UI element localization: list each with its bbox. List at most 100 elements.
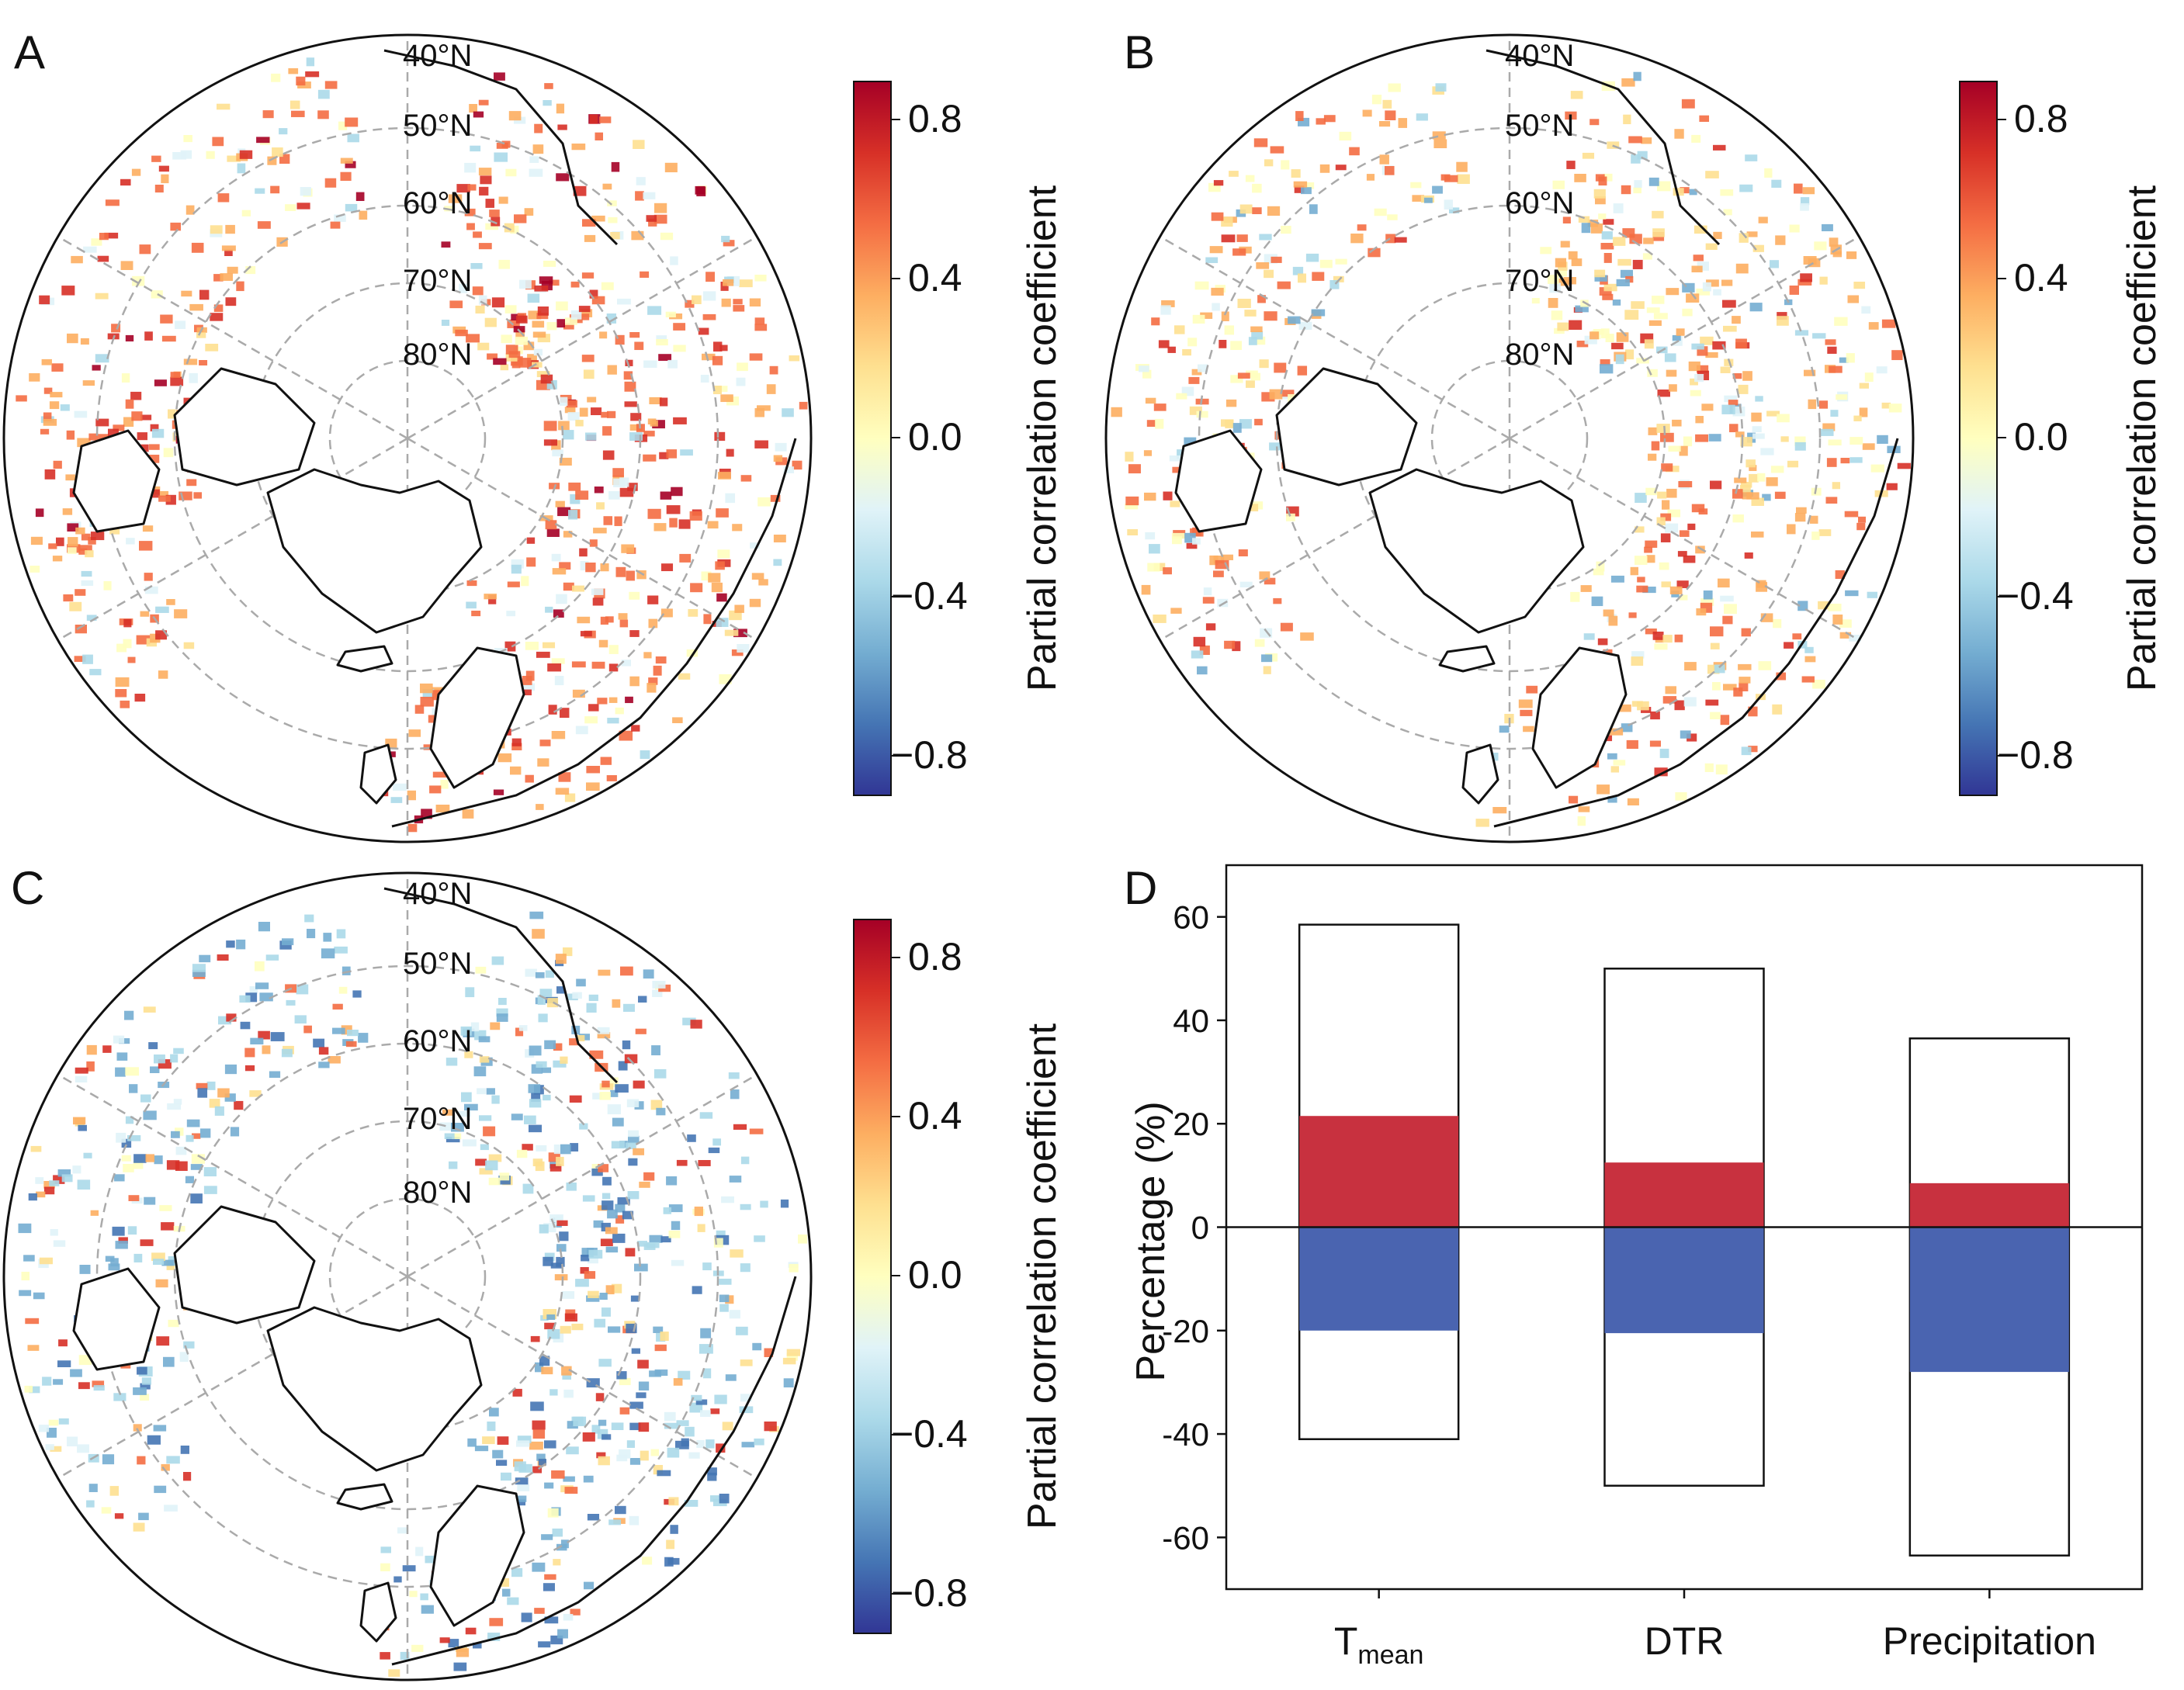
correlation-cell <box>1789 286 1800 295</box>
correlation-cell <box>602 450 615 460</box>
correlation-cell <box>556 1156 564 1166</box>
correlation-cell <box>49 401 60 410</box>
correlation-cell <box>707 1467 717 1476</box>
correlation-cell <box>1652 228 1665 237</box>
correlation-cell <box>262 110 274 119</box>
correlation-cell <box>692 1286 702 1294</box>
correlation-cell <box>1700 598 1714 606</box>
correlation-cell <box>667 359 678 369</box>
correlation-cell <box>1626 739 1638 750</box>
correlation-cell <box>535 1362 544 1373</box>
correlation-cell <box>185 205 195 215</box>
correlation-cell <box>114 1174 125 1182</box>
correlation-cell <box>112 1226 125 1236</box>
correlation-cell <box>109 1486 119 1496</box>
map-boundary <box>2 871 813 1681</box>
correlation-cell <box>166 599 175 605</box>
correlation-cell <box>1293 181 1308 188</box>
correlation-cell <box>723 279 734 286</box>
correlation-cell <box>455 329 468 337</box>
correlation-cell <box>556 1543 567 1551</box>
correlation-cell <box>525 642 539 650</box>
correlation-cell <box>120 178 131 186</box>
correlation-cell <box>109 525 120 535</box>
correlation-cell <box>1666 369 1677 377</box>
correlation-cell <box>1752 433 1765 439</box>
correlation-cell <box>1576 341 1589 348</box>
correlation-cell <box>619 1407 630 1415</box>
correlation-cell <box>638 996 647 1003</box>
correlation-cell <box>1297 365 1308 376</box>
correlation-cell <box>1724 604 1737 615</box>
correlation-cell <box>649 1370 661 1377</box>
correlation-cell <box>1628 136 1642 144</box>
correlation-cell <box>655 656 667 664</box>
correlation-cell <box>1622 228 1635 238</box>
correlation-cell <box>600 757 612 765</box>
correlation-cell <box>1797 601 1808 611</box>
correlation-cell <box>281 1048 293 1058</box>
correlation-cell <box>1739 682 1749 691</box>
correlation-cell <box>300 187 311 196</box>
correlation-cell <box>492 1449 504 1459</box>
correlation-cell <box>425 1555 435 1564</box>
correlation-cell <box>593 528 607 534</box>
correlation-cell <box>589 289 598 299</box>
landmass-outline <box>429 646 525 789</box>
correlation-cell <box>728 1072 740 1079</box>
correlation-cell <box>680 449 693 456</box>
correlation-cell <box>1250 326 1263 333</box>
correlation-cell <box>1648 177 1659 186</box>
correlation-cell <box>652 989 663 997</box>
correlation-cell <box>626 570 635 581</box>
correlation-cell <box>133 1253 143 1262</box>
lat-label-70: 70°N <box>403 1102 472 1136</box>
landmass-outline <box>266 1306 483 1472</box>
correlation-cell <box>754 408 764 417</box>
correlation-cell <box>1568 251 1578 260</box>
correlation-cell <box>773 455 783 462</box>
correlation-cell <box>598 639 608 648</box>
correlation-cell <box>475 1158 487 1166</box>
correlation-cell <box>1339 131 1352 141</box>
correlation-cell <box>691 1394 702 1401</box>
correlation-cell <box>1621 185 1631 195</box>
correlation-cell <box>1232 248 1246 256</box>
correlation-cell <box>649 397 662 405</box>
correlation-cell <box>516 1149 528 1158</box>
correlation-cell <box>713 1238 723 1248</box>
correlation-cell <box>456 184 470 193</box>
correlation-cell <box>555 954 567 964</box>
category-label-dtr: DTR <box>1645 1619 1725 1663</box>
correlation-cell <box>1603 173 1613 182</box>
correlation-cell <box>1774 491 1786 499</box>
correlation-cell <box>1771 179 1782 188</box>
correlation-cell <box>400 1651 410 1661</box>
correlation-cell <box>1125 452 1134 462</box>
correlation-cell <box>158 495 171 502</box>
correlation-cell <box>30 1145 42 1152</box>
correlation-cell <box>764 1422 777 1432</box>
correlation-cell <box>716 1230 726 1238</box>
correlation-cell <box>1661 581 1671 587</box>
category-label-tmean: Tmean <box>1334 1619 1424 1670</box>
correlation-cell <box>551 553 561 562</box>
correlation-cell <box>38 1425 50 1432</box>
correlation-cell <box>730 1249 744 1258</box>
correlation-cell <box>659 452 669 459</box>
correlation-cell <box>1309 204 1318 214</box>
correlation-cell <box>543 100 552 106</box>
correlation-cell <box>536 804 544 810</box>
correlation-cell <box>1596 784 1610 795</box>
correlation-cell <box>1611 342 1624 350</box>
correlation-cell <box>556 301 568 311</box>
correlation-cell <box>286 999 296 1006</box>
correlation-cell <box>588 1290 599 1298</box>
correlation-cell <box>150 1066 160 1074</box>
correlation-cell <box>615 1505 626 1515</box>
correlation-cell <box>133 1387 147 1395</box>
correlation-cell <box>719 1294 730 1303</box>
correlation-cell <box>1707 664 1720 674</box>
correlation-cell <box>676 1420 689 1426</box>
